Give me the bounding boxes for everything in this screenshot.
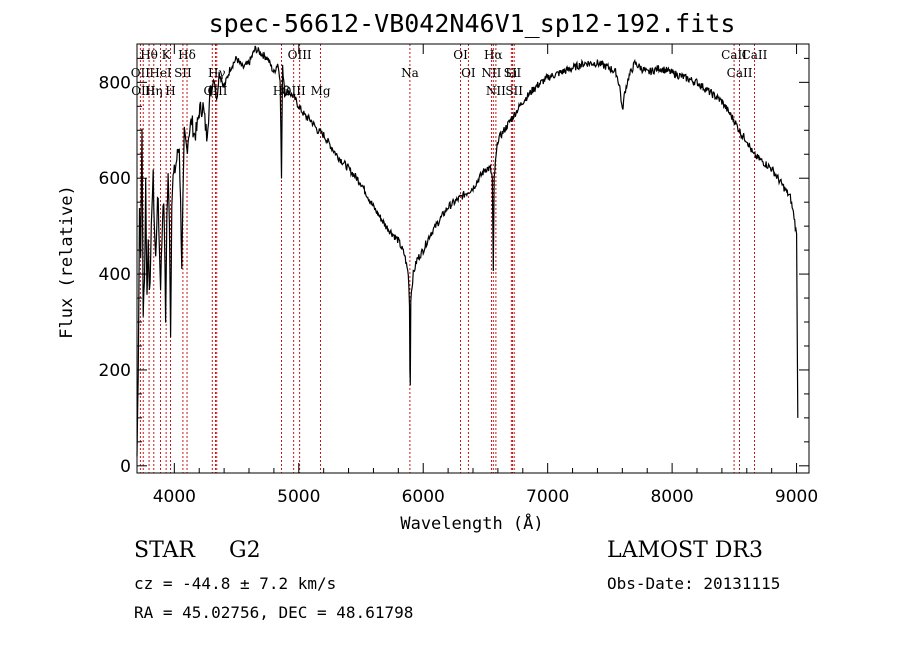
coordinates-text: RA = 45.02756, DEC = 48.61798 — [134, 603, 414, 622]
line-label-8: Hδ — [178, 48, 196, 62]
survey-label: LAMOST DR3 — [607, 538, 763, 563]
line-label-10: Hγ — [208, 66, 226, 80]
line-label-11: G — [207, 84, 217, 98]
line-label-3: Hη — [145, 84, 163, 98]
line-label-23: Li — [505, 66, 517, 80]
class-label: STAR — [134, 538, 195, 563]
line-label-7: SII — [174, 66, 192, 80]
object-class: STAR G2 — [134, 538, 261, 563]
x-tick-label-5: 9000 — [775, 487, 818, 507]
x-axis-ticks: 4000 5000 6000 7000 8000 9000 — [153, 44, 818, 507]
x-tick-label-4: 8000 — [650, 487, 693, 507]
y-axis-label: Flux (relative) — [57, 185, 77, 339]
line-label-15: Mg — [311, 84, 331, 98]
y-tick-label-1: 200 — [99, 361, 131, 381]
subclass-label: G2 — [229, 538, 261, 563]
line-label-0: Hθ — [140, 48, 158, 62]
line-label-14: OIII — [288, 48, 312, 62]
spectral-line-markers — [139, 44, 755, 473]
x-tick-label-3: 7000 — [526, 487, 569, 507]
plot-frame — [136, 43, 810, 474]
x-tick-label-0: 4000 — [153, 487, 196, 507]
line-label-5: K — [162, 48, 172, 62]
line-label-16: Na — [401, 66, 419, 80]
line-label-4: HeI — [149, 66, 172, 80]
line-label-26: CaII — [727, 66, 753, 80]
y-tick-label-4: 800 — [99, 73, 131, 93]
y-tick-label-0: 0 — [120, 457, 131, 477]
line-label-6: H — [165, 84, 175, 98]
line-label-21: NII — [486, 84, 506, 98]
obs-date-text: Obs-Date: 20131115 — [607, 574, 781, 593]
spectrum-line — [136, 45, 799, 457]
x-tick-label-1: 5000 — [277, 487, 320, 507]
line-label-17: OI — [453, 48, 468, 62]
y-axis-ticks: 0 200 400 600 800 — [99, 57, 809, 477]
line-label-20: Hα — [484, 48, 503, 62]
y-tick-label-2: 400 — [99, 265, 131, 285]
redshift-text: cz = -44.8 ± 7.2 km/s — [134, 574, 337, 593]
chart-title: spec-56612-VB042N46V1_sp12-192.fits — [209, 9, 736, 38]
line-label-18: OI — [461, 66, 476, 80]
y-tick-label-3: 600 — [99, 169, 131, 189]
line-label-25: CaII — [721, 48, 747, 62]
line-label-22: SII — [504, 66, 522, 80]
line-label-24: SII — [505, 84, 523, 98]
line-label-27: CaII — [742, 48, 768, 62]
x-tick-label-2: 6000 — [402, 487, 445, 507]
x-axis-label: Wavelength (Å) — [400, 512, 543, 534]
line-label-19: NII — [481, 66, 501, 80]
line-label-1: OII — [131, 66, 151, 80]
